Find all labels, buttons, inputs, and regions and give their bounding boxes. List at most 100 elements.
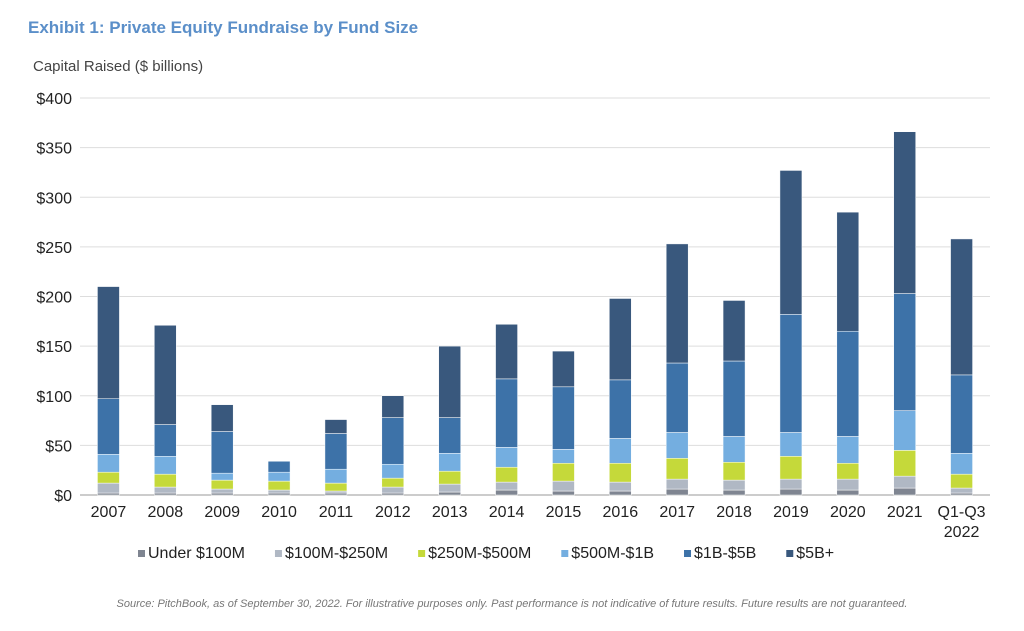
bar-segment: [210, 492, 234, 496]
bar-segment: [779, 488, 803, 496]
legend-swatch: [418, 550, 426, 557]
y-tick-label: $300: [36, 190, 72, 207]
bar-segment: [495, 447, 518, 468]
legend-swatch: [786, 550, 794, 557]
bar-segment: [552, 386, 575, 450]
bar-segment: [438, 491, 461, 496]
bar-segment: [836, 436, 860, 464]
legend-label: $5B+: [796, 545, 834, 562]
x-tick-label: 2009: [204, 504, 240, 521]
bar-segment: [836, 478, 860, 491]
bar-segment: [722, 489, 746, 496]
bar-segment: [97, 286, 120, 399]
bar-segment: [665, 478, 689, 490]
bar-segment: [154, 424, 177, 457]
bar-segment: [893, 131, 916, 294]
x-tick-label: 2019: [773, 504, 809, 521]
bar-segment: [495, 466, 518, 483]
bar-segment: [324, 419, 348, 434]
bar-segment: [438, 453, 461, 472]
y-tick-label: $150: [36, 339, 72, 356]
bar-segment: [665, 362, 689, 433]
bar-segment: [665, 458, 689, 480]
bar-segment: [210, 472, 234, 481]
bar-segment: [495, 481, 518, 491]
legend-label: $100M-$250M: [285, 545, 388, 562]
bar-segment: [609, 298, 632, 381]
bar-segment: [893, 450, 916, 477]
y-tick-label: $50: [45, 438, 72, 455]
bar-segment: [324, 492, 348, 496]
x-tick-label: 2008: [148, 504, 184, 521]
bar-segment: [552, 490, 575, 496]
x-tick-label: 2017: [659, 504, 695, 521]
bar-segment: [836, 330, 860, 437]
bar-segment: [779, 456, 803, 480]
bar-segment: [609, 462, 632, 483]
legend-label: $500M-$1B: [571, 545, 654, 562]
bar-segment: [210, 479, 234, 490]
bar-segment: [552, 480, 575, 492]
bar-segment: [154, 486, 177, 494]
bar-segment: [950, 487, 973, 494]
chart-title: Exhibit 1: Private Equity Fundraise by F…: [28, 18, 419, 37]
bar-segment: [609, 379, 632, 439]
bar-segment: [893, 293, 916, 411]
bar-segment: [267, 489, 291, 494]
bar-segment: [836, 462, 860, 480]
y-tick-label: $200: [36, 290, 72, 307]
legend-label: $250M-$500M: [428, 545, 531, 562]
x-tick-label: 2021: [887, 504, 923, 521]
bar-segment: [722, 436, 746, 463]
y-tick-label: $250: [36, 240, 72, 257]
x-tick-label: 2014: [489, 504, 525, 521]
bar-segment: [438, 417, 461, 454]
bar-segment: [495, 489, 518, 496]
source-note: Source: PitchBook, as of September 30, 2…: [116, 598, 908, 610]
y-tick-label: $400: [36, 91, 72, 108]
x-tick-label: 2007: [91, 504, 127, 521]
bar-segment: [381, 486, 405, 494]
bar-segment: [154, 492, 177, 496]
bar-segment: [609, 490, 632, 496]
bar-segment: [665, 488, 689, 496]
bar-segment: [836, 211, 860, 332]
y-tick-label: $0: [54, 488, 72, 505]
bar-segment: [722, 360, 746, 437]
bar-segment: [779, 432, 803, 457]
bar-segment: [267, 480, 291, 491]
x-tick-label: 2011: [319, 504, 354, 521]
bar-segment: [495, 378, 518, 448]
bar-segment: [665, 432, 689, 459]
bar-segment: [381, 463, 405, 479]
bar-segment: [438, 483, 461, 493]
bar-segment: [495, 324, 518, 380]
bar-segment: [950, 492, 973, 496]
x-tick-label: 2018: [716, 504, 752, 521]
legend-swatch: [684, 550, 692, 557]
bar-segment: [210, 404, 234, 432]
bar-segment: [154, 473, 177, 488]
bar-segment: [722, 479, 746, 491]
bar-segment: [665, 243, 689, 364]
x-tick-label: 2016: [603, 504, 639, 521]
bar-segment: [552, 462, 575, 482]
bar-segment: [609, 438, 632, 464]
bar-segment: [324, 433, 348, 470]
legend-swatch: [274, 550, 282, 557]
bar-segment: [722, 461, 746, 481]
bar-segment: [210, 488, 234, 494]
bar-segment: [210, 431, 234, 474]
bar-segment: [381, 417, 405, 465]
bar-segment: [97, 398, 120, 455]
bar-segment: [267, 461, 291, 473]
x-tick-label: 2013: [432, 504, 468, 521]
y-tick-label: $100: [36, 389, 72, 406]
bar-segment: [267, 492, 291, 496]
bar-segment: [779, 170, 803, 315]
bar-segment: [893, 410, 916, 451]
legend-swatch: [561, 550, 569, 557]
bar-segment: [779, 314, 803, 433]
x-tick-label: 2020: [830, 504, 866, 521]
